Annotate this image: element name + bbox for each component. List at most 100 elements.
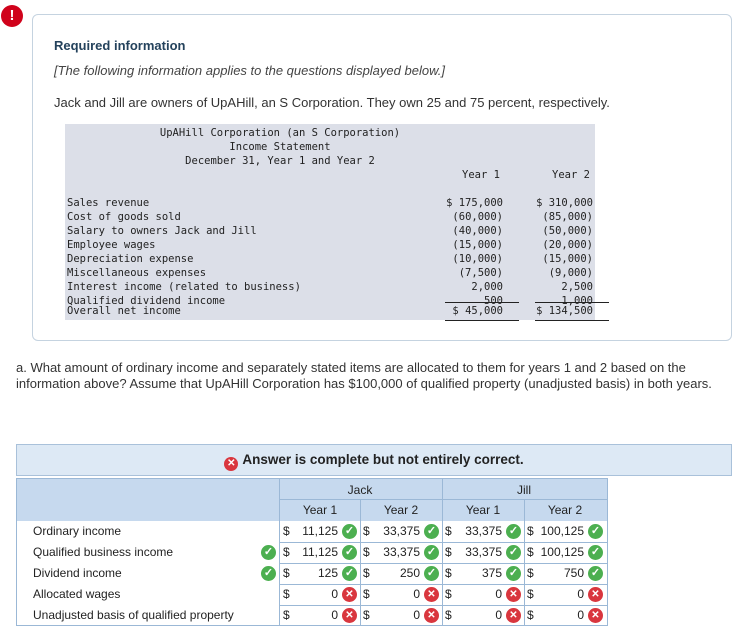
answer-input-cell[interactable]: $0 ✕ <box>442 584 524 605</box>
answer-input-cell[interactable]: $0 ✕ <box>360 605 442 626</box>
alert-icon: ! <box>1 5 23 27</box>
dollar-sign: $ <box>363 545 370 559</box>
answer-value[interactable]: 125 <box>317 566 338 580</box>
grid-hline <box>279 605 607 606</box>
answer-row-label: Allocated wages <box>33 587 121 601</box>
correct-check-icon: ✓ <box>261 545 276 560</box>
correct-check-icon: ✓ <box>424 566 439 581</box>
dollar-sign: $ <box>445 587 452 601</box>
statement-row-year1: 2,000 <box>471 281 503 293</box>
answer-value[interactable]: 0 <box>495 608 502 622</box>
dollar-sign: $ <box>363 608 370 622</box>
answer-input-cell[interactable]: $0 ✕ <box>360 584 442 605</box>
answer-value[interactable]: 0 <box>413 608 420 622</box>
answer-value[interactable]: 11,125 <box>302 524 338 538</box>
answer-input-cell[interactable]: $0 ✕ <box>442 605 524 626</box>
correct-check-icon: ✓ <box>506 524 521 539</box>
dollar-sign: $ <box>527 566 534 580</box>
dollar-sign: $ <box>283 545 290 559</box>
statement-period: December 31, Year 1 and Year 2 <box>185 155 375 167</box>
total-underline-y2 <box>535 302 609 303</box>
answer-input-cell[interactable]: $0 ✕ <box>524 584 606 605</box>
dollar-sign: $ <box>527 524 534 538</box>
answer-status-text: Answer is complete but not entirely corr… <box>242 452 524 467</box>
required-information-title: Required information <box>54 38 186 53</box>
answer-value[interactable]: 0 <box>331 587 338 601</box>
income-statement: UpAHill Corporation (an S Corporation) I… <box>65 124 609 321</box>
answer-input-cell[interactable]: $100,125 ✓ <box>524 521 606 542</box>
answer-value[interactable]: 375 <box>481 566 502 580</box>
grid-hline <box>279 563 607 564</box>
dollar-sign: $ <box>283 587 290 601</box>
total-label: Overall net income <box>67 305 181 317</box>
answer-value[interactable]: 33,375 <box>465 524 502 538</box>
incorrect-icon: ✕ <box>224 457 239 471</box>
answer-value[interactable]: 0 <box>331 608 338 622</box>
correct-check-icon: ✓ <box>261 566 276 581</box>
answer-input-cell[interactable]: $33,375 ✓ <box>360 521 442 542</box>
statement-row: Depreciation expense (10,000) (15,000) <box>65 252 595 266</box>
answer-value[interactable]: 11,125 <box>302 545 338 559</box>
dollar-sign: $ <box>527 545 534 559</box>
correct-check-icon: ✓ <box>424 545 439 560</box>
incorrect-x-icon: ✕ <box>588 608 603 623</box>
statement-row-label: Depreciation expense <box>67 253 194 265</box>
answer-input-cell[interactable]: $0 ✕ <box>280 584 360 605</box>
dollar-sign: $ <box>445 608 452 622</box>
answer-value[interactable]: 0 <box>495 587 502 601</box>
statement-row-year1: (7,500) <box>458 267 503 279</box>
answer-input-cell[interactable]: $33,375 ✓ <box>442 542 524 563</box>
answer-value[interactable]: 100,125 <box>540 545 584 559</box>
header-jack-year1: Year 1 <box>302 503 338 517</box>
statement-row-label: Miscellaneous expenses <box>67 267 207 279</box>
correct-check-icon: ✓ <box>342 545 357 560</box>
answer-input-cell[interactable]: $100,125 ✓ <box>524 542 606 563</box>
incorrect-x-icon: ✕ <box>506 608 521 623</box>
answer-value[interactable]: 0 <box>577 587 584 601</box>
statement-row-year2: (15,000) <box>542 253 593 265</box>
correct-check-icon: ✓ <box>424 524 439 539</box>
statement-row-year1: (15,000) <box>452 239 503 251</box>
answer-value[interactable]: 0 <box>577 608 584 622</box>
statement-row: Interest income (related to business) 2,0… <box>65 280 595 294</box>
answer-value[interactable]: 750 <box>563 566 584 580</box>
grid-vline <box>524 499 525 625</box>
answer-input-cell[interactable]: $375 ✓ <box>442 563 524 584</box>
total-year1: $ 45,000 <box>452 305 503 317</box>
answer-table-header <box>17 479 607 521</box>
answer-value[interactable]: 100,125 <box>540 524 584 538</box>
answer-value[interactable]: 33,375 <box>465 545 502 559</box>
grid-vline <box>279 479 280 625</box>
answer-value[interactable]: 33,375 <box>383 545 420 559</box>
answer-input-cell[interactable]: $125 ✓ <box>280 563 360 584</box>
answer-input-cell[interactable]: $33,375 ✓ <box>442 521 524 542</box>
answer-row-label: Unadjusted basis of qualified property <box>33 608 234 622</box>
statement-row-year2: (20,000) <box>542 239 593 251</box>
answer-input-cell[interactable]: $0 ✕ <box>280 605 360 626</box>
answer-input-cell[interactable]: $250 ✓ <box>360 563 442 584</box>
answer-value[interactable]: 0 <box>413 587 420 601</box>
grid-hline <box>279 584 607 585</box>
answer-input-cell[interactable]: $33,375 ✓ <box>360 542 442 563</box>
answer-input-cell[interactable]: $11,125 ✓ <box>280 521 360 542</box>
correct-check-icon: ✓ <box>588 566 603 581</box>
dollar-sign: $ <box>283 524 290 538</box>
correct-check-icon: ✓ <box>588 545 603 560</box>
dollar-sign: $ <box>363 524 370 538</box>
answer-input-cell[interactable]: $11,125 ✓ <box>280 542 360 563</box>
statement-row-year2: (9,000) <box>548 267 593 279</box>
answer-value[interactable]: 250 <box>399 566 420 580</box>
header-jill-year2: Year 2 <box>547 503 583 517</box>
info-note: [The following information applies to th… <box>54 63 445 78</box>
answer-input-cell[interactable]: $0 ✕ <box>524 605 606 626</box>
dollar-sign: $ <box>363 566 370 580</box>
total-underline-y1 <box>445 302 519 303</box>
statement-row-label: Cost of goods sold <box>67 211 181 223</box>
answer-input-cell[interactable]: $750 ✓ <box>524 563 606 584</box>
statement-row-year1: 500 <box>484 295 503 307</box>
grid-vline <box>360 499 361 625</box>
total-double-underline-y1 <box>445 320 519 321</box>
statement-company: UpAHill Corporation (an S Corporation) <box>159 127 401 139</box>
answer-value[interactable]: 33,375 <box>383 524 420 538</box>
statement-row: Sales revenue $ 175,000 $ 310,000 <box>65 196 595 210</box>
